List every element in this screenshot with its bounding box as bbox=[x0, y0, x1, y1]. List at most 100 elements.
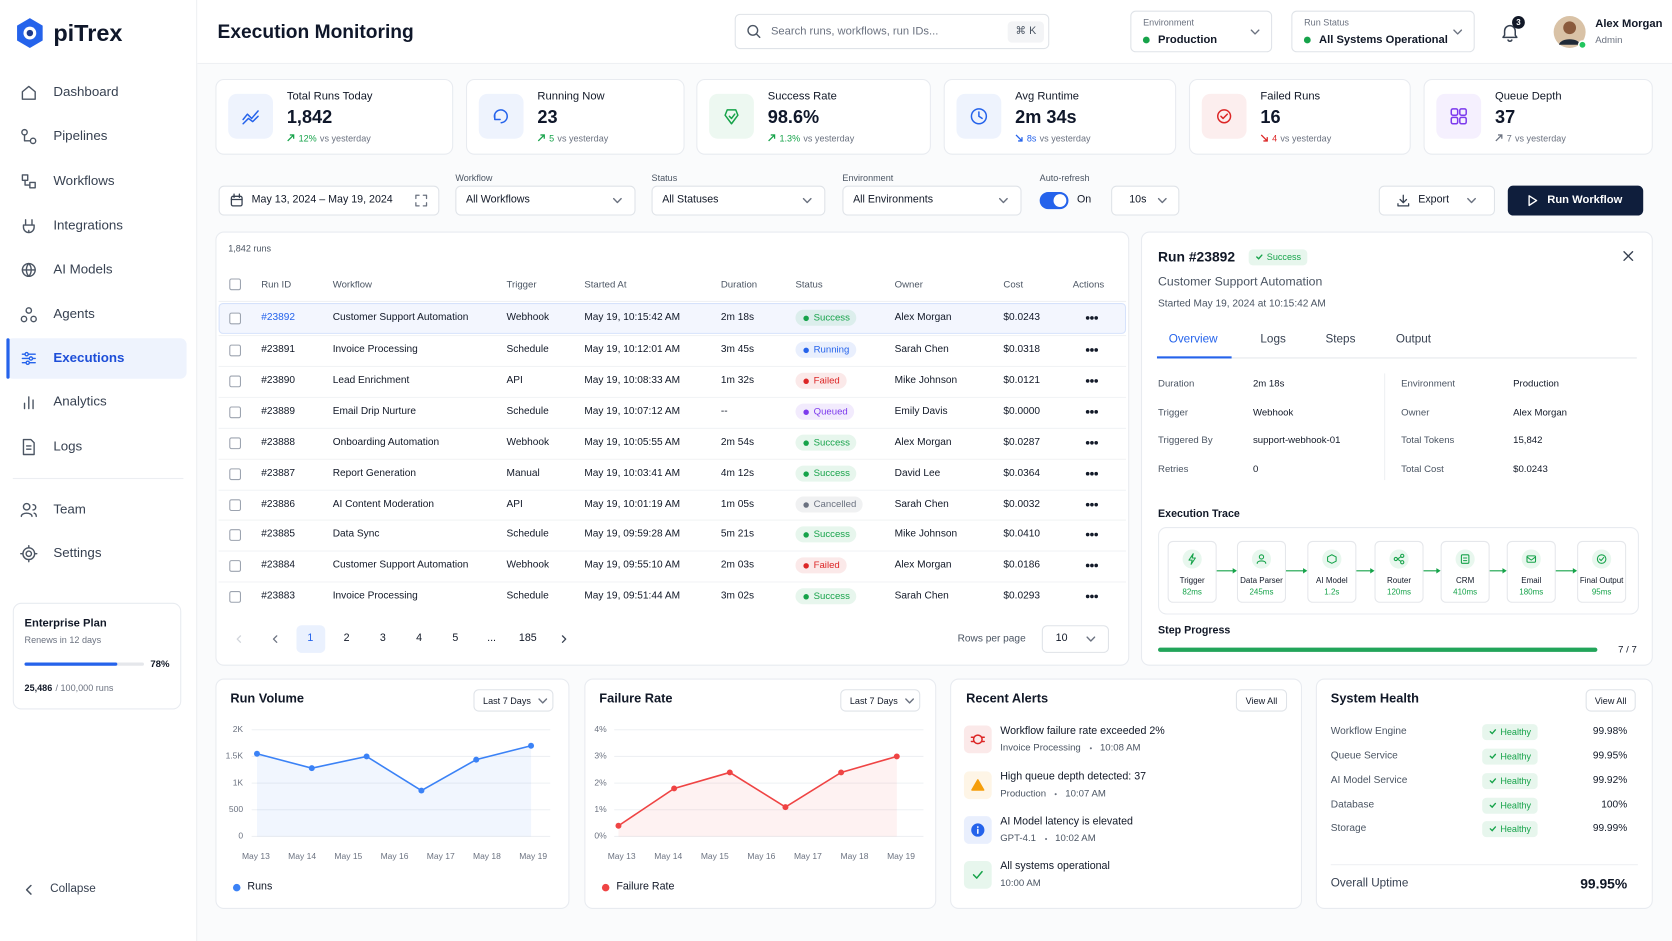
page-number[interactable]: 5 bbox=[452, 632, 459, 645]
page-number[interactable]: 1 bbox=[307, 632, 314, 645]
cell[interactable]: #23889 bbox=[261, 405, 296, 418]
health-view-all[interactable] bbox=[1585, 689, 1636, 712]
row-checkbox[interactable] bbox=[229, 436, 241, 449]
status-badge: Success bbox=[795, 434, 857, 451]
service-name: Storage bbox=[1330, 822, 1367, 835]
row-checkbox[interactable] bbox=[229, 467, 241, 480]
column-header: Actions bbox=[1072, 278, 1105, 290]
search[interactable] bbox=[734, 13, 1050, 50]
kpi-icon-box bbox=[1201, 93, 1247, 139]
nav-item[interactable]: Analytics bbox=[53, 393, 107, 409]
cell[interactable]: #23883 bbox=[261, 590, 296, 602]
nav-item[interactable]: Executions bbox=[53, 350, 125, 366]
filter-select[interactable] bbox=[651, 185, 826, 216]
row-checkbox[interactable] bbox=[229, 344, 241, 356]
alert-meta: 10:00 AM bbox=[1000, 877, 1041, 889]
cell[interactable]: #23888 bbox=[261, 436, 296, 449]
autorefresh-state: On bbox=[1076, 193, 1092, 206]
cell[interactable]: #23885 bbox=[261, 528, 296, 540]
cell: 3m 02s bbox=[720, 590, 755, 602]
environment-dropdown[interactable] bbox=[1130, 10, 1273, 53]
date-range[interactable] bbox=[218, 185, 440, 216]
page-number[interactable]: 2 bbox=[343, 632, 350, 645]
cell: Mike Johnson bbox=[894, 374, 958, 387]
cell: May 19, 10:15:42 AM bbox=[584, 311, 681, 324]
badge-icon bbox=[803, 562, 809, 569]
nav-item[interactable]: Workflows bbox=[53, 173, 115, 188]
kpi-title: Success Rate bbox=[767, 90, 837, 103]
page-number[interactable]: ... bbox=[487, 632, 497, 645]
collapse[interactable]: Collapse bbox=[50, 882, 96, 896]
tab[interactable]: Steps bbox=[1325, 333, 1356, 346]
nav-item[interactable]: Settings bbox=[53, 545, 102, 561]
step-time: 95ms bbox=[1591, 587, 1612, 597]
search-placeholder: Search runs, workflows, run IDs... bbox=[770, 25, 939, 38]
rows-per-page-select[interactable] bbox=[1041, 625, 1109, 653]
service-uptime: 100% bbox=[1601, 799, 1628, 811]
nav-item[interactable]: Agents bbox=[53, 306, 95, 322]
cell[interactable]: #23892 bbox=[261, 311, 296, 324]
nav-item[interactable]: Team bbox=[53, 501, 86, 517]
run_status-dropdown[interactable] bbox=[1291, 10, 1475, 53]
row-checkbox[interactable] bbox=[229, 498, 241, 511]
row-checkbox[interactable] bbox=[229, 559, 241, 572]
range-text: Last 7 Days bbox=[849, 695, 898, 706]
row-divider bbox=[218, 550, 1127, 552]
nav-item[interactable]: Pipelines bbox=[53, 128, 108, 144]
cell: Alex Morgan bbox=[894, 436, 952, 449]
badge-icon bbox=[803, 470, 809, 477]
icon-part bbox=[803, 315, 809, 321]
field-value: Webhook bbox=[1252, 406, 1294, 418]
step-time: 410ms bbox=[1453, 587, 1478, 597]
row-checkbox[interactable] bbox=[229, 590, 241, 603]
tab[interactable]: Overview bbox=[1168, 333, 1218, 346]
nav-divider bbox=[12, 477, 184, 480]
row-checkbox[interactable] bbox=[229, 375, 241, 387]
cell[interactable]: #23884 bbox=[261, 559, 296, 571]
row-divider bbox=[218, 396, 1127, 398]
kpi-note: vs yesterday bbox=[1514, 133, 1566, 144]
kpi-delta-value: 4 bbox=[1272, 133, 1278, 144]
alert-icon-box bbox=[963, 725, 992, 754]
nav-item[interactable]: Logs bbox=[53, 438, 83, 454]
cell: $0.0243 bbox=[1003, 311, 1041, 324]
cell: -- bbox=[720, 405, 728, 418]
nav-item[interactable]: AI Models bbox=[53, 261, 113, 277]
field-label: Environment bbox=[1401, 378, 1456, 389]
tab[interactable]: Output bbox=[1395, 333, 1432, 346]
tab[interactable]: Logs bbox=[1260, 333, 1286, 346]
row-checkbox[interactable] bbox=[229, 312, 241, 324]
date-text: May 13, 2024 – May 19, 2024 bbox=[251, 193, 393, 206]
page-number[interactable]: 185 bbox=[518, 632, 537, 645]
run-text: Run Workflow bbox=[1547, 193, 1623, 207]
cell[interactable]: #23890 bbox=[261, 374, 296, 387]
range-select[interactable] bbox=[840, 689, 921, 712]
environment-label: Environment bbox=[1143, 16, 1194, 28]
cell: API bbox=[506, 498, 523, 511]
nav-item[interactable]: Dashboard bbox=[53, 84, 119, 100]
badge-text: Success bbox=[813, 467, 850, 479]
field-label: Triggered By bbox=[1158, 434, 1213, 446]
cell[interactable]: #23887 bbox=[261, 467, 296, 480]
icon-part bbox=[1489, 803, 1497, 809]
cell: $0.0121 bbox=[1003, 374, 1041, 387]
icon-part bbox=[803, 562, 809, 569]
trend-arrow bbox=[1495, 134, 1503, 142]
nav-item[interactable]: Integrations bbox=[53, 217, 123, 233]
kpi-value: 98.6% bbox=[767, 107, 820, 128]
page-number[interactable]: 3 bbox=[379, 632, 386, 645]
badge-text: Success bbox=[813, 528, 850, 540]
filter-select[interactable] bbox=[842, 185, 1022, 216]
page-number[interactable]: 4 bbox=[416, 632, 423, 645]
row-checkbox[interactable] bbox=[229, 528, 241, 541]
chart-card bbox=[215, 678, 570, 909]
range-select[interactable] bbox=[473, 689, 554, 712]
alerts-view-all[interactable] bbox=[1235, 689, 1288, 712]
filter-select[interactable] bbox=[455, 185, 636, 216]
sidebar bbox=[0, 0, 198, 941]
row-checkbox[interactable] bbox=[229, 405, 241, 418]
cell[interactable]: #23891 bbox=[261, 343, 296, 356]
interval-select[interactable] bbox=[1111, 185, 1180, 216]
user-name: Alex Morgan bbox=[1595, 17, 1663, 31]
cell[interactable]: #23886 bbox=[261, 498, 296, 511]
